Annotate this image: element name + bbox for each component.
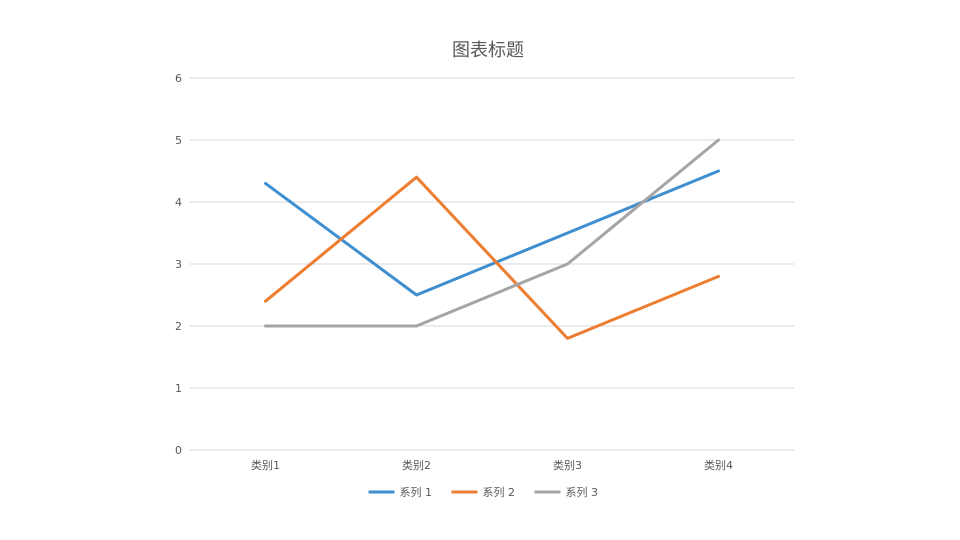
y-tick-label: 2: [175, 320, 182, 333]
y-tick-label: 3: [175, 258, 182, 271]
y-tick-label: 0: [175, 444, 182, 457]
series-line-1: [264, 169, 720, 297]
x-tick-label: 类别1: [251, 458, 280, 472]
series-line-3: [264, 138, 720, 328]
y-tick-label: 4: [175, 196, 182, 209]
x-tick-label: 类别2: [402, 458, 431, 472]
series-line-2: [264, 175, 720, 340]
y-axis-tick-labels: 0 1 2 3 4 5 6: [175, 72, 182, 457]
y-tick-label: 6: [175, 72, 182, 85]
legend-item: 系列 2: [451, 485, 516, 499]
x-axis-tick-labels: 类别1 类别2 类别3 类别4: [251, 458, 733, 472]
legend-label: 系列 3: [566, 485, 599, 499]
x-tick-label: 类别4: [704, 458, 733, 472]
legend: 系列 1 系列 2 系列 3: [368, 485, 599, 499]
y-tick-label: 5: [175, 134, 182, 147]
series-lines: [264, 138, 720, 340]
chart-title: 图表标题: [452, 40, 524, 61]
legend-item: 系列 3: [534, 485, 599, 499]
y-tick-label: 1: [175, 382, 182, 395]
legend-label: 系列 2: [483, 485, 516, 499]
legend-item: 系列 1: [368, 485, 433, 499]
x-tick-label: 类别3: [553, 458, 582, 472]
legend-label: 系列 1: [400, 485, 433, 499]
